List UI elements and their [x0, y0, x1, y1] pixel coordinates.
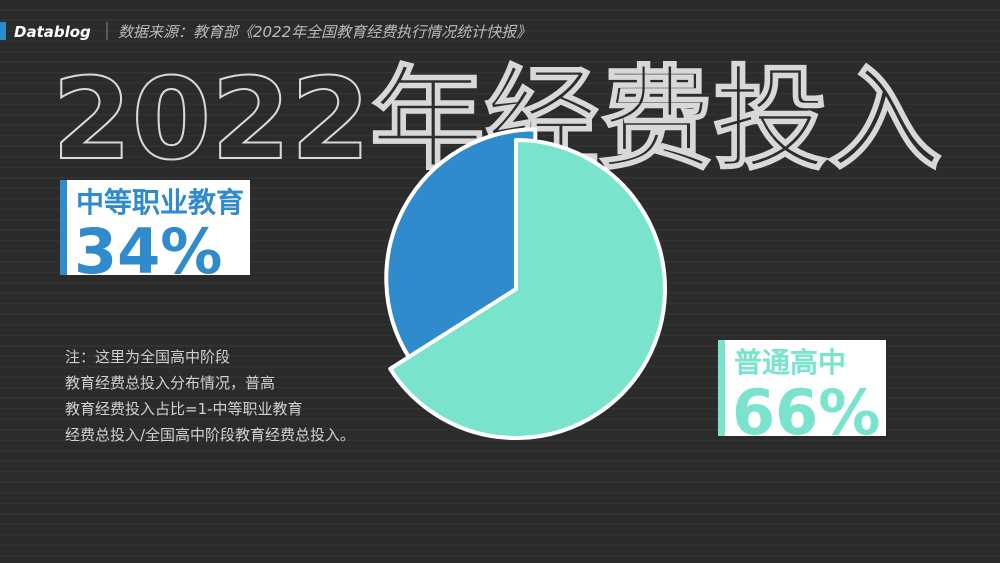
pie-slice [388, 138, 667, 440]
label-box [60, 180, 250, 275]
brand: Datablog [14, 23, 91, 41]
category-label: 中等职业教育 [76, 186, 244, 219]
brand-bar [0, 22, 6, 40]
value-label: 34% [74, 215, 222, 288]
note-line: 教育经费投入占比=1-中等职业教育 [65, 400, 303, 418]
label-bar [718, 340, 725, 436]
note-line: 经费总投入/全国高中阶段教育经费总投入。 [65, 426, 355, 444]
label-box [718, 340, 886, 436]
label-bar [60, 180, 67, 275]
category-label: 普通高中 [734, 346, 846, 379]
source: 数据来源：教育部《2022年全国教育经费执行情况统计快报》 [118, 23, 531, 41]
note-line: 注：这里为全国高中阶段 [65, 348, 230, 366]
value-label: 66% [732, 376, 880, 449]
note-line: 教育经费总投入分布情况，普高 [65, 374, 275, 392]
note: 注：这里为全国高中阶段 教育经费总投入分布情况，普高 教育经费投入占比=1-中等… [65, 348, 355, 444]
